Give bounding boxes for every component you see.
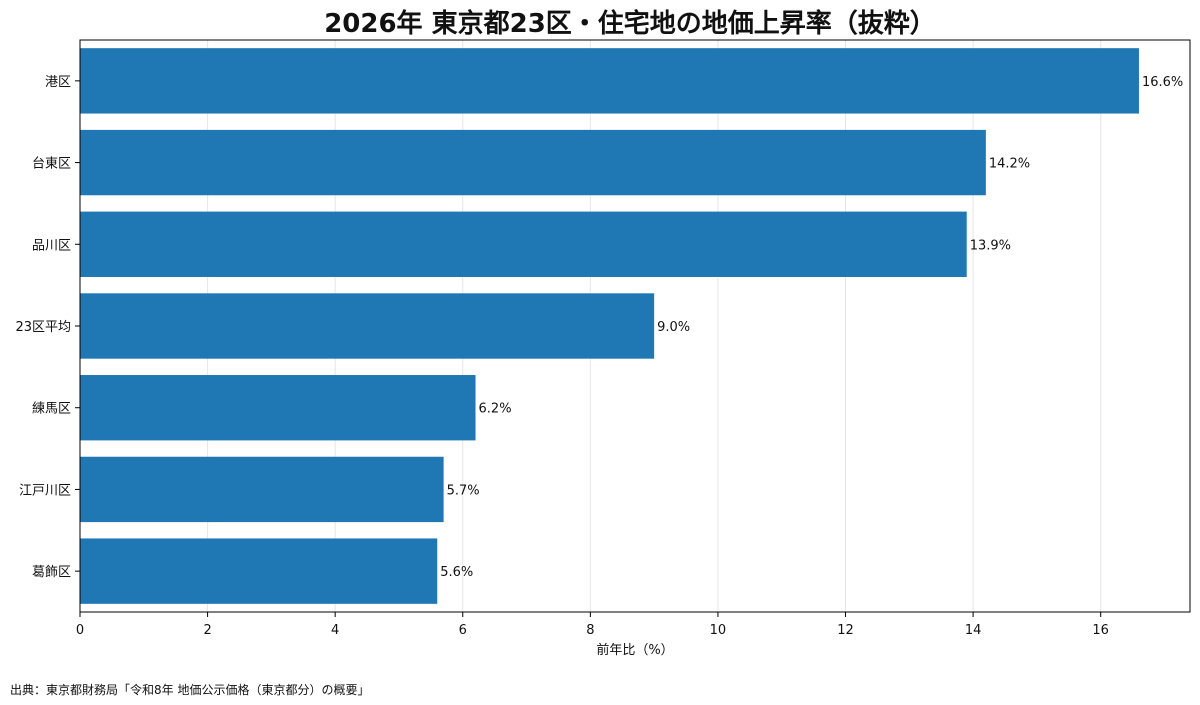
- x-tick-label: 4: [331, 623, 339, 638]
- bar: [80, 293, 655, 359]
- bars-group: 16.6% 14.2% 13.9% 9.0% 6.2% 5.7% 5.6%: [80, 48, 1183, 604]
- y-category-label: 品川区: [32, 238, 71, 253]
- bar-value-label: 9.0%: [657, 320, 690, 335]
- y-category-label: 葛飾区: [32, 565, 71, 580]
- bar-value-label: 16.6%: [1142, 75, 1183, 90]
- bar-value-label: 5.7%: [447, 483, 480, 498]
- bar: [80, 456, 444, 523]
- x-axis-ticks: 0 2 4 6 8 10 12 14 16: [76, 612, 1109, 638]
- bar-value-label: 6.2%: [479, 402, 512, 417]
- bar-value-label: 5.6%: [440, 565, 473, 580]
- x-tick-label: 12: [837, 623, 854, 638]
- y-category-label: 23区平均: [15, 320, 71, 335]
- x-axis-label: 前年比（%）: [596, 642, 673, 658]
- bar: [80, 375, 476, 441]
- bar-value-label: 14.2%: [989, 157, 1030, 172]
- x-tick-label: 0: [76, 623, 84, 638]
- bar: [80, 211, 967, 277]
- y-category-label: 練馬区: [32, 402, 71, 417]
- y-category-label: 江戸川区: [19, 483, 71, 498]
- x-tick-label: 16: [1092, 623, 1109, 638]
- y-category-label: 港区: [45, 75, 71, 90]
- y-category-label: 台東区: [32, 156, 71, 172]
- bar: [80, 48, 1139, 114]
- bar-value-label: 13.9%: [970, 238, 1011, 253]
- x-tick-label: 2: [203, 623, 211, 638]
- x-tick-label: 8: [586, 623, 594, 638]
- chart-title: 2026年 東京都23区・住宅地の地価上昇率（抜粋）: [324, 8, 936, 39]
- x-tick-label: 14: [965, 623, 982, 638]
- source-note: 出典：東京都財務局「令和8年 地価公示価格（東京都分）の概要」: [10, 683, 370, 697]
- bar: [80, 129, 986, 196]
- x-tick-label: 10: [710, 623, 727, 638]
- bar: [80, 538, 438, 604]
- x-tick-label: 6: [459, 623, 467, 638]
